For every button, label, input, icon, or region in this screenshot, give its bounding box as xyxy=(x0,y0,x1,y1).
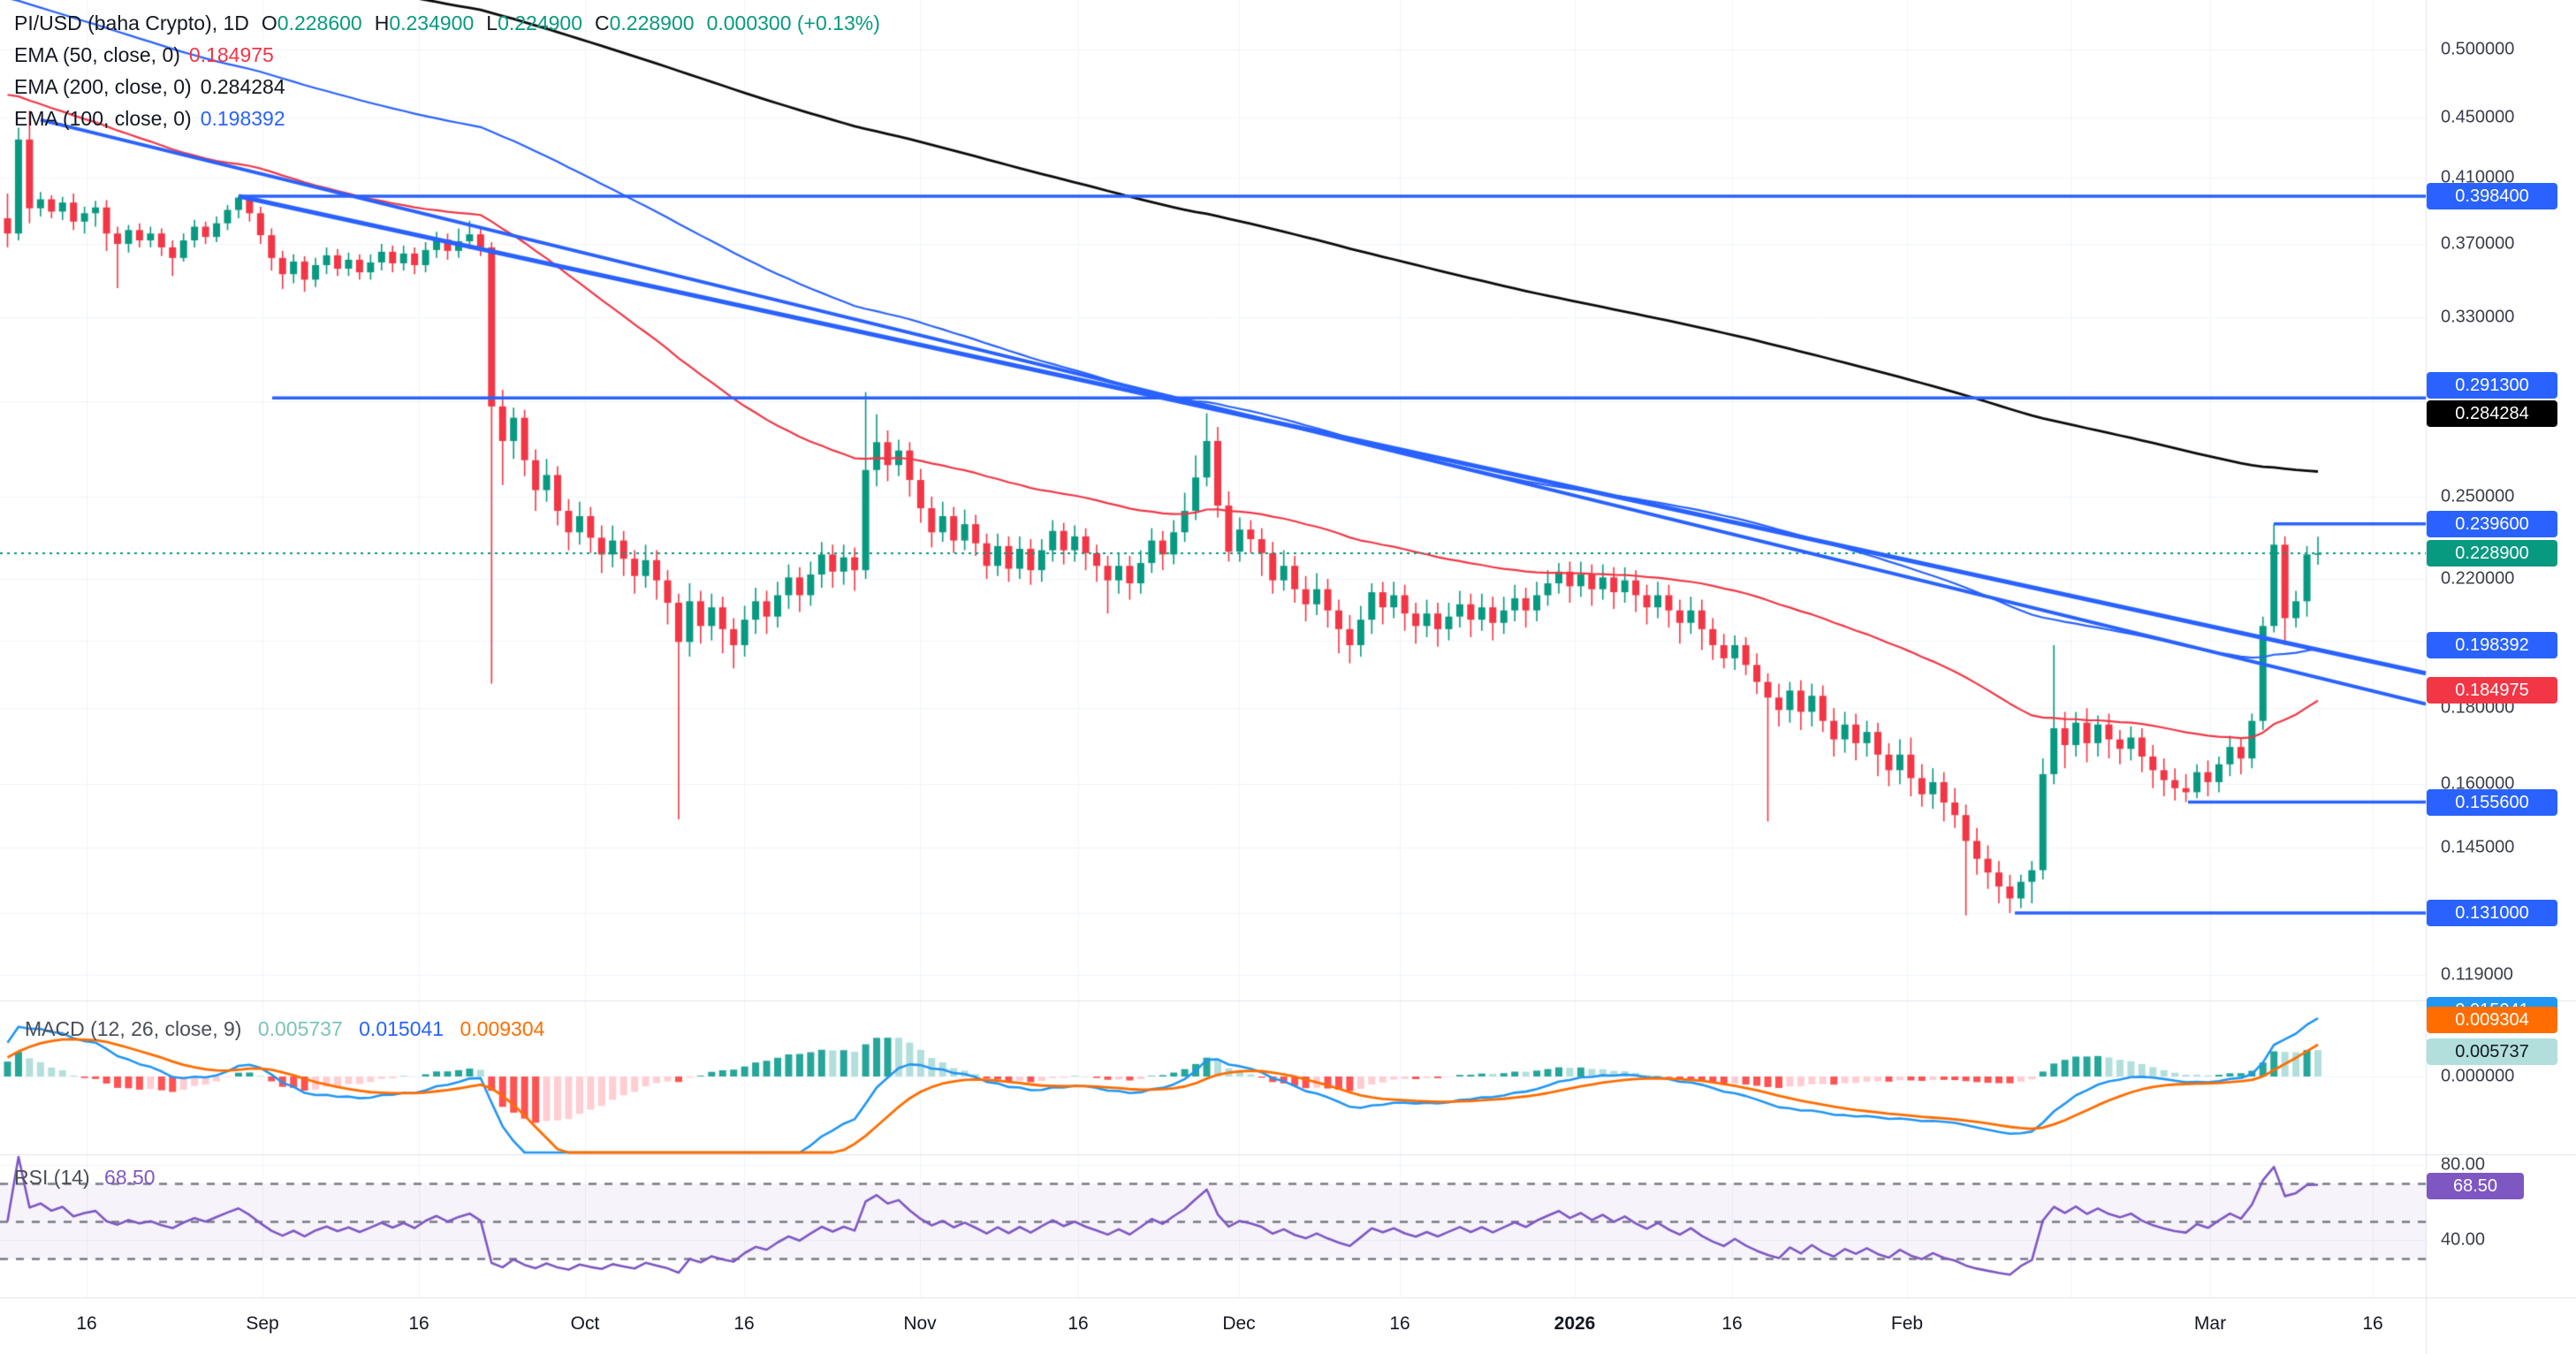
time-axis-label: 16 xyxy=(1721,1313,1743,1334)
price-badge-0.184975[interactable]: 0.184975 xyxy=(2427,677,2557,704)
price-axis-label: 0.330000 xyxy=(2441,307,2515,327)
macd-legend[interactable]: MACD (12, 26, close, 9) 0.005737 0.01504… xyxy=(14,1013,544,1045)
ohlc-key: H xyxy=(374,11,390,34)
rsi-value: 68.50 xyxy=(104,1166,156,1189)
rsi-value-badge[interactable]: 68.50 xyxy=(2427,1173,2524,1199)
time-axis-label: 16 xyxy=(733,1313,755,1334)
ohlc-key: O xyxy=(261,11,277,34)
ema-value: 0.184975 xyxy=(188,43,274,66)
price-badge-0.398400[interactable]: 0.398400 xyxy=(2427,183,2557,209)
price-axis-label: 0.119000 xyxy=(2441,964,2513,985)
price-badge-0.291300[interactable]: 0.291300 xyxy=(2427,372,2557,399)
price-badge-0.228900[interactable]: 0.228900 xyxy=(2427,540,2557,567)
ohlc-value: 0.234900 xyxy=(389,11,475,34)
macd-signal-badge[interactable]: 0.009304 xyxy=(2427,1007,2557,1033)
ema-legend-row[interactable]: EMA (100, close, 0) 0.198392 xyxy=(14,103,880,134)
time-axis-label: Feb xyxy=(1890,1313,1924,1334)
symbol-title: PI/USD (baha Crypto), 1D xyxy=(14,11,249,34)
ema-legend-row[interactable]: EMA (50, close, 0) 0.184975 xyxy=(14,39,880,71)
ema-label: EMA (50, close, 0) xyxy=(14,43,180,66)
price-badge-0.284284[interactable]: 0.284284 xyxy=(2427,400,2557,427)
rsi-lower-label: 40.00 xyxy=(2441,1229,2486,1250)
price-legend[interactable]: PI/USD (baha Crypto), 1D O0.228600 H0.2349… xyxy=(14,7,880,134)
ohlc-value: 0.228600 xyxy=(277,11,362,34)
ema-legend-rows: EMA (50, close, 0) 0.184975 EMA (200, clos… xyxy=(14,39,880,134)
time-axis-label: Sep xyxy=(246,1313,279,1334)
time-axis-label: 16 xyxy=(2362,1313,2383,1334)
macd-signal-value: 0.009304 xyxy=(460,1017,545,1040)
price-axis-label: 0.220000 xyxy=(2441,568,2515,589)
time-axis-label: Oct xyxy=(570,1313,600,1334)
symbol-legend-row[interactable]: PI/USD (baha Crypto), 1D O0.228600 H0.2349… xyxy=(14,7,880,39)
time-axis-label: Nov xyxy=(903,1313,937,1334)
time-axis-label: 16 xyxy=(1068,1313,1089,1334)
rsi-label: RSI (14) xyxy=(14,1166,90,1189)
price-axis-label: 0.160000 xyxy=(2441,773,2515,794)
macd-label: MACD (12, 26, close, 9) xyxy=(25,1017,242,1040)
price-axis-label: 0.145000 xyxy=(2441,837,2515,857)
macd-line-value: 0.015041 xyxy=(359,1017,445,1040)
ohlc-value: 0.224900 xyxy=(498,11,582,34)
ohlc-values: O0.228600 H0.234900 L0.224900 C0.228900 xyxy=(249,11,695,34)
price-badge-0.239600[interactable]: 0.239600 xyxy=(2427,511,2557,537)
rsi-legend[interactable]: RSI (14) 68.50 xyxy=(14,1161,156,1193)
price-axis-label: 0.410000 xyxy=(2441,167,2515,187)
time-axis-label: 16 xyxy=(1389,1313,1410,1334)
ema-value: 0.198392 xyxy=(200,107,285,130)
ohlc-key: C xyxy=(595,11,610,34)
macd-hist-value: 0.005737 xyxy=(257,1017,343,1040)
macd-hist-badge[interactable]: 0.005737 xyxy=(2427,1038,2557,1065)
macd-zero-label: 0.000000 xyxy=(2441,1066,2515,1086)
change-value: 0.000300 (+0.13%) xyxy=(706,11,880,34)
time-axis-label: Mar xyxy=(2193,1313,2227,1334)
ohlc-value: 0.228900 xyxy=(609,11,695,34)
price-axis-label: 0.250000 xyxy=(2441,486,2515,506)
ohlc-key: L xyxy=(486,11,498,34)
time-axis-label: 2026 xyxy=(1554,1313,1596,1334)
time-axis-label: Dec xyxy=(1222,1313,1256,1334)
price-axis-label: 0.500000 xyxy=(2441,39,2515,59)
price-badge-0.155600[interactable]: 0.155600 xyxy=(2427,789,2557,816)
price-badge-0.131000[interactable]: 0.131000 xyxy=(2427,900,2557,926)
time-axis-label: 16 xyxy=(408,1313,429,1334)
rsi-upper-label: 80.00 xyxy=(2441,1154,2486,1175)
ema-label: EMA (100, close, 0) xyxy=(14,107,192,130)
price-axis-label: 0.370000 xyxy=(2441,233,2515,254)
ema-label: EMA (200, close, 0) xyxy=(14,75,192,98)
time-axis-label: 16 xyxy=(76,1313,97,1334)
price-badge-0.198392[interactable]: 0.198392 xyxy=(2427,632,2557,658)
ema-value: 0.284284 xyxy=(200,75,285,98)
price-axis-label: 0.450000 xyxy=(2441,107,2515,127)
ema-legend-row[interactable]: EMA (200, close, 0) 0.284284 xyxy=(14,71,880,103)
